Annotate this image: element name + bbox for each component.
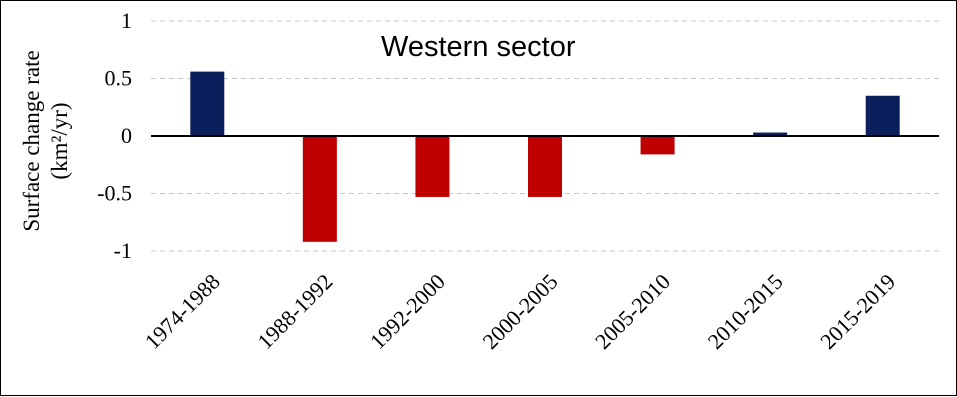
y-axis-label-line1: Surface change rate [19, 50, 44, 231]
y-tick-label: -0.5 [97, 181, 132, 206]
y-tick-label: -1 [114, 238, 132, 263]
x-tick-label: 1988-1992 [252, 269, 337, 354]
bar-2010-2015 [753, 132, 788, 136]
y-tick-labels: 1 0.5 0 -0.5 -1 [97, 8, 132, 263]
x-tick-label: 1992-2000 [365, 269, 450, 354]
x-tick-label: 1974-1988 [140, 269, 225, 354]
bar-2015-2019 [865, 95, 900, 136]
bar-1988-1992 [302, 136, 337, 242]
y-tick-label: 0.5 [105, 66, 133, 91]
chart-title: Western sector [381, 31, 576, 63]
bar-1992-2000 [415, 136, 450, 197]
bars [190, 71, 900, 242]
bar-2000-2005 [528, 136, 562, 197]
y-axis-label-line2: (km²/yr) [47, 102, 72, 179]
bar-1974-1988 [190, 71, 225, 136]
y-axis-label: Surface change rate (km²/yr) [19, 50, 72, 231]
x-tick-label: 2015-2019 [815, 269, 900, 354]
x-tick-labels: 1974-1988 1988-1992 1992-2000 2000-2005 2005… [140, 269, 901, 354]
y-tick-label: 1 [121, 8, 132, 33]
x-tick-label: 2010-2015 [703, 269, 788, 354]
y-tick-label: 0 [121, 123, 132, 148]
x-tick-label: 2000-2005 [477, 269, 562, 354]
x-tick-label: 2005-2010 [590, 269, 675, 354]
bar-2005-2010 [640, 136, 675, 155]
